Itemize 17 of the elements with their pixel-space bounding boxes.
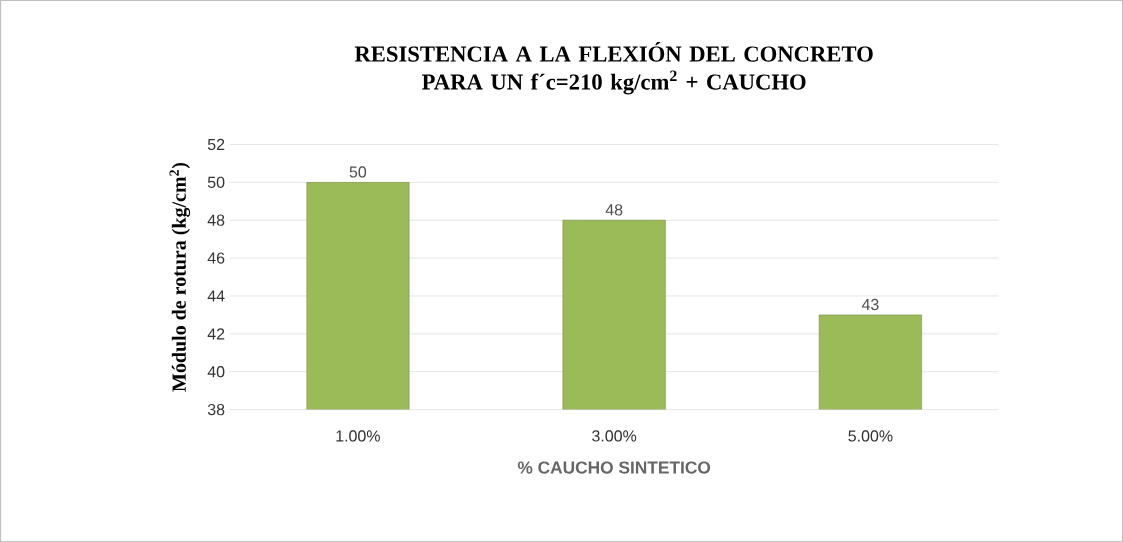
- chart-title: RESISTENCIA A LA FLEXIÓN DEL CONCRETO PARA UN f´c=210 kg/cm$^{2}$ + CAUCHO: [354, 41, 873, 95]
- y-tick-label: 40: [207, 366, 225, 378]
- y-tick-label: 42: [207, 328, 225, 340]
- y-tick-label: 50: [207, 176, 225, 188]
- data-label: 50: [349, 166, 367, 178]
- y-tick-label: 44: [207, 290, 225, 302]
- x-tick-label: 3.00%: [592, 430, 637, 442]
- x-axis-title: % CAUCHO SINTETICO: [517, 461, 711, 474]
- y-tick-label: 46: [207, 252, 225, 264]
- y-tick-label: 52: [207, 138, 225, 151]
- y-axis-title: Módulo de rotura (kg/cm$^{2}$): [169, 162, 191, 392]
- data-label: 43: [861, 298, 879, 311]
- x-tick-label: 1.00%: [336, 430, 380, 442]
- y-tick-label: 38: [207, 403, 225, 416]
- y-tick-label: 48: [207, 214, 225, 226]
- data-label: 48: [605, 204, 623, 216]
- x-tick-label: 5.00%: [848, 430, 893, 442]
